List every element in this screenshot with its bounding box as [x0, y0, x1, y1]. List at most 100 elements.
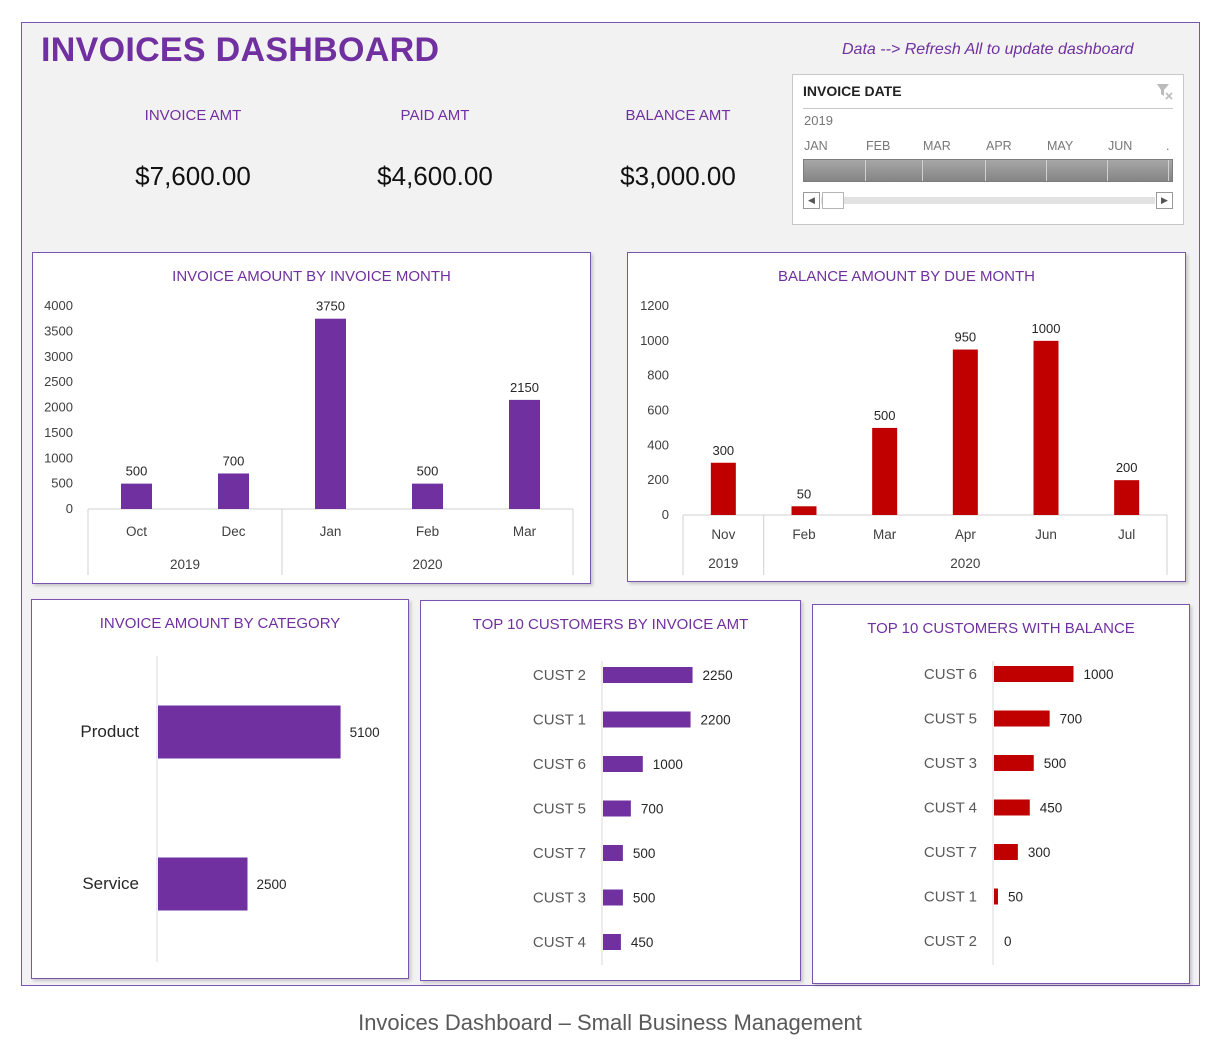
data-label: 300 — [1028, 845, 1051, 860]
kpi-balance-amt-label: BALANCE AMT — [625, 107, 731, 124]
bar — [603, 756, 643, 772]
x-tick-label: Nov — [711, 527, 735, 542]
y-tick-label: CUST 2 — [924, 933, 977, 950]
kpi-paid-amt-label: PAID AMT — [400, 107, 470, 124]
chart-title: INVOICE AMOUNT BY INVOICE MONTH — [172, 268, 451, 285]
bar — [315, 318, 346, 509]
invoice-by-category-chart: Product 5100 Service 2500 — [80, 656, 380, 962]
data-label: 500 — [633, 891, 656, 906]
y-tick-label: CUST 4 — [924, 800, 977, 817]
data-label: 50 — [1008, 890, 1023, 905]
y-tick-label: 2000 — [44, 400, 73, 415]
bar — [791, 506, 817, 515]
y-tick-label: 3000 — [44, 349, 73, 364]
bar — [509, 399, 540, 509]
bar — [710, 462, 736, 515]
bar — [158, 705, 341, 759]
data-label: 5100 — [350, 725, 380, 740]
y-tick-label: CUST 7 — [924, 844, 977, 861]
scroll-right-icon[interactable]: ▶ — [1156, 192, 1173, 209]
bar — [994, 755, 1034, 771]
top-customers-balance-panel: TOP 10 CUSTOMERS WITH BALANCE CUST 6 1000… — [812, 604, 1190, 984]
x-tick-label: Jun — [1035, 527, 1057, 542]
y-tick-label: Service — [82, 874, 139, 893]
refresh-note: Data --> Refresh All to update dashboard — [842, 41, 1134, 58]
data-label: 2500 — [257, 877, 287, 892]
data-label: 950 — [954, 330, 976, 345]
dashboard-title: INVOICES DASHBOARD — [41, 31, 440, 69]
y-tick-label: 0 — [66, 501, 73, 516]
y-tick-label: CUST 6 — [924, 666, 977, 683]
bar — [603, 845, 623, 861]
scroll-track[interactable] — [821, 197, 1155, 204]
slicer-month-more: . — [1166, 139, 1170, 153]
balance-by-due-month-chart: 0 200 400 600 800 1000 1200 2019 2020 300 Nov 50 Feb… — [640, 298, 1168, 575]
scroll-thumb[interactable] — [822, 192, 844, 209]
bar — [952, 349, 978, 515]
x-tick-label: Apr — [955, 527, 977, 542]
slicer-timeline-bar[interactable] — [803, 159, 1173, 182]
bar — [1114, 480, 1140, 515]
filter-clear-icon[interactable] — [1155, 82, 1173, 100]
y-tick-label: CUST 3 — [533, 890, 586, 907]
chart-title: INVOICE AMOUNT BY CATEGORY — [99, 615, 341, 632]
slicer-month[interactable]: JUN — [1108, 139, 1133, 153]
top-customers-invoice-chart: CUST 2 2250 CUST 1 2200 CUST 6 1000 CUST 5 700 C… — [533, 661, 733, 965]
y-tick-label: Product — [80, 722, 139, 741]
data-label: 450 — [631, 935, 654, 950]
y-tick-label: 1000 — [640, 333, 669, 348]
bar — [121, 483, 152, 509]
data-label: 1000 — [1084, 667, 1114, 682]
slicer-month[interactable]: MAR — [923, 139, 951, 153]
slicer-month[interactable]: JAN — [804, 139, 828, 153]
y-tick-label: CUST 1 — [924, 889, 977, 906]
x-tick-label: Dec — [221, 524, 245, 539]
bar — [994, 888, 998, 905]
y-tick-label: 4000 — [44, 298, 73, 313]
x-tick-label: Mar — [513, 524, 537, 539]
invoice-by-month-chart: 0 500 1000 1500 2000 2500 3000 3500 4000 2019 2020… — [44, 298, 574, 575]
invoice-by-category-panel: INVOICE AMOUNT BY CATEGORY Product 5100 Se… — [31, 599, 409, 979]
scroll-left-icon[interactable]: ◀ — [803, 192, 820, 209]
x-tick-label: Feb — [416, 524, 439, 539]
slicer-month[interactable]: MAY — [1047, 139, 1074, 153]
invoice-date-slicer[interactable]: INVOICE DATE 2019 JAN FEB MAR APR MAY JU… — [792, 74, 1184, 225]
bar — [603, 934, 621, 950]
y-tick-label: 500 — [51, 476, 73, 491]
x-tick-label: Jan — [320, 524, 342, 539]
top-customers-invoice-panel: TOP 10 CUSTOMERS BY INVOICE AMT CUST 2 22… — [420, 600, 801, 981]
slicer-scrollbar[interactable]: ◀ ▶ — [803, 192, 1173, 209]
data-label: 1000 — [653, 757, 683, 772]
bar — [994, 799, 1030, 816]
slicer-month[interactable]: FEB — [866, 139, 891, 153]
y-tick-label: 600 — [647, 403, 669, 418]
slicer-year: 2019 — [804, 113, 833, 128]
y-tick-label: 400 — [647, 437, 669, 452]
data-label: 700 — [1060, 712, 1083, 727]
slicer-month[interactable]: APR — [986, 139, 1012, 153]
slicer-divider — [803, 108, 1173, 109]
data-label: 500 — [874, 408, 896, 423]
chart-title: TOP 10 CUSTOMERS WITH BALANCE — [867, 620, 1135, 637]
x-tick-label: Feb — [792, 527, 815, 542]
data-label: 500 — [417, 464, 439, 479]
data-label: 700 — [641, 802, 664, 817]
bar — [603, 667, 693, 683]
chart-title: BALANCE AMOUNT BY DUE MONTH — [778, 268, 1035, 285]
x-tick-label: Oct — [126, 524, 147, 539]
bar — [994, 710, 1050, 727]
bar — [994, 844, 1018, 860]
data-label: 500 — [126, 464, 148, 479]
data-label: 450 — [1040, 801, 1063, 816]
data-label: 0 — [1004, 934, 1012, 949]
x-tick-label: Jul — [1118, 527, 1135, 542]
y-tick-label: CUST 7 — [533, 845, 586, 862]
data-label: 2200 — [701, 713, 731, 728]
y-tick-label: 3500 — [44, 323, 73, 338]
chart-title: TOP 10 CUSTOMERS BY INVOICE AMT — [472, 616, 749, 633]
x-group-label: 2020 — [950, 556, 980, 571]
bar — [872, 427, 898, 515]
kpi-balance-amt-value: $3,000.00 — [620, 161, 736, 191]
bar — [218, 473, 249, 509]
